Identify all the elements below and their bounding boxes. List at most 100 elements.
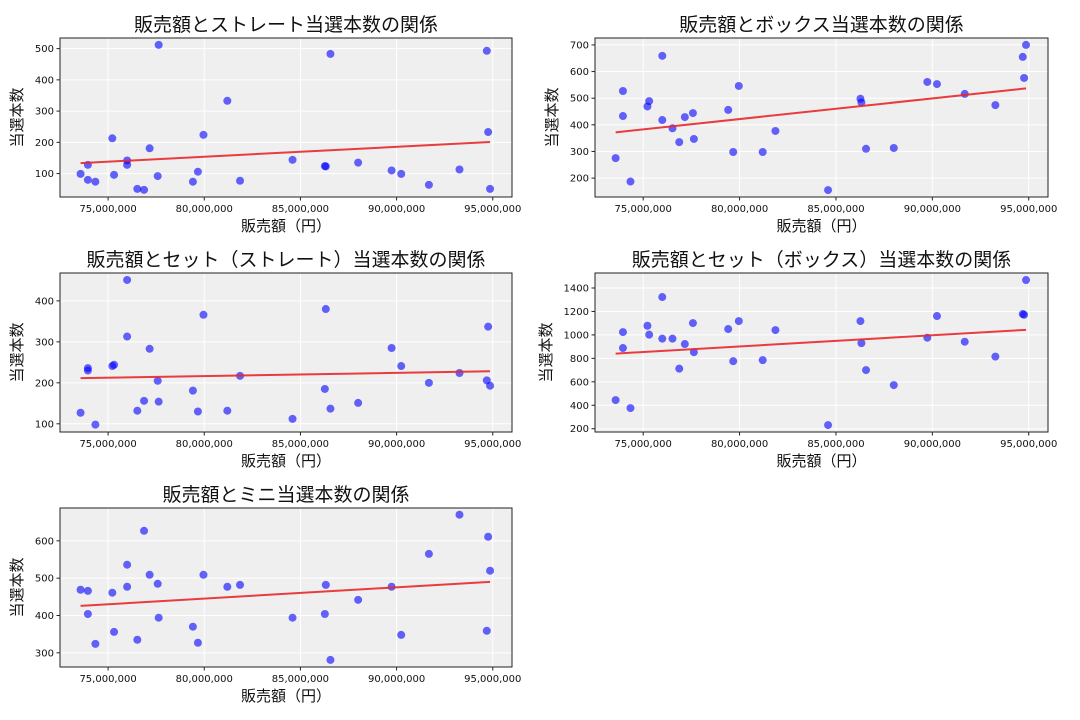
- x-tick-label: 85,000,000: [272, 674, 329, 685]
- y-tick-label: 800: [570, 354, 589, 365]
- trendline: [80, 580, 491, 607]
- data-point: [862, 144, 871, 153]
- data-point: [397, 169, 406, 178]
- data-point: [188, 386, 197, 395]
- x-tick-label: 75,000,000: [79, 204, 136, 215]
- data-point: [154, 613, 163, 622]
- data-point: [193, 407, 202, 416]
- x-tick-label: 85,000,000: [272, 439, 329, 450]
- data-point: [123, 332, 132, 341]
- x-tick-label: 95,000,000: [1000, 204, 1057, 215]
- x-tick-label: 75,000,000: [615, 439, 672, 450]
- data-point: [857, 339, 866, 348]
- data-point: [758, 356, 767, 365]
- x-tick-label: 90,000,000: [904, 439, 961, 450]
- data-point: [758, 147, 767, 156]
- data-point: [321, 162, 330, 171]
- plot-frame: [59, 507, 513, 668]
- data-point: [1020, 310, 1029, 319]
- data-point: [991, 101, 1000, 110]
- data-point: [824, 186, 833, 195]
- data-point: [734, 317, 743, 326]
- data-point: [484, 128, 493, 137]
- y-axis-label: 当選本数: [8, 322, 26, 382]
- data-point: [110, 170, 119, 179]
- data-point: [1022, 40, 1031, 49]
- trendline: [80, 370, 491, 380]
- x-tick-label: 85,000,000: [807, 204, 864, 215]
- data-point: [354, 595, 363, 604]
- data-point: [689, 134, 698, 143]
- data-point: [991, 352, 1000, 361]
- chart-title: 販売額とミニ当選本数の関係: [162, 484, 409, 506]
- data-point: [618, 112, 627, 121]
- data-point: [397, 630, 406, 639]
- y-axis-label: 当選本数: [537, 322, 555, 382]
- x-tick-label: 75,000,000: [79, 674, 136, 685]
- data-point: [645, 330, 654, 339]
- data-point: [729, 147, 738, 156]
- y-tick-label: 600: [570, 377, 589, 388]
- data-point: [140, 396, 149, 405]
- trendline: [615, 328, 1027, 355]
- y-tick-label: 400: [570, 401, 589, 412]
- data-point: [618, 87, 627, 95]
- data-point: [923, 77, 932, 86]
- data-point: [320, 384, 329, 393]
- y-tick-label: 300: [35, 337, 54, 348]
- data-point: [354, 398, 363, 407]
- data-point: [618, 328, 627, 337]
- data-point: [486, 184, 495, 193]
- data-point: [658, 51, 667, 60]
- x-tick-label: 80,000,000: [176, 204, 233, 215]
- data-point: [1022, 276, 1031, 285]
- data-point: [83, 366, 92, 375]
- data-point: [680, 340, 689, 349]
- data-point: [1018, 52, 1027, 61]
- data-point: [960, 337, 969, 346]
- data-point: [133, 635, 142, 644]
- data-point: [857, 98, 866, 107]
- data-point: [153, 376, 162, 385]
- data-point: [824, 421, 833, 430]
- data-point: [626, 404, 635, 413]
- data-point: [223, 96, 232, 105]
- data-point: [486, 381, 495, 390]
- data-point: [288, 613, 297, 622]
- subplot-2: 75,000,000 80,000,000 85,000,000 90,000,000…: [543, 14, 1057, 235]
- data-point: [688, 109, 697, 118]
- data-point: [668, 334, 677, 343]
- data-point: [123, 160, 132, 169]
- data-point: [199, 310, 208, 319]
- data-point: [145, 344, 154, 353]
- plot-area: [60, 38, 512, 197]
- x-tick-label: 80,000,000: [176, 674, 233, 685]
- chart-title: 販売額とストレート当選本数の関係: [134, 14, 438, 36]
- y-tick-label: 300: [35, 648, 54, 659]
- x-tick-label: 95,000,000: [464, 674, 521, 685]
- y-tick-label: 400: [35, 75, 54, 86]
- x-tick-label: 90,000,000: [368, 439, 425, 450]
- data-point: [889, 143, 898, 152]
- data-point: [675, 364, 684, 373]
- data-point: [645, 97, 654, 106]
- data-point: [771, 326, 780, 335]
- data-point: [110, 360, 119, 369]
- x-tick-label: 75,000,000: [615, 204, 672, 215]
- data-point: [889, 381, 898, 390]
- data-point: [321, 580, 330, 589]
- data-point: [153, 579, 162, 588]
- data-point: [484, 322, 493, 331]
- x-axis-label: 販売額（円）: [241, 452, 331, 470]
- y-axis-label: 当選本数: [8, 87, 26, 147]
- plot-area: [595, 38, 1048, 197]
- data-point: [729, 357, 738, 366]
- y-tick-label: 700: [570, 40, 589, 51]
- data-point: [484, 532, 493, 541]
- data-point: [154, 40, 163, 49]
- y-tick-label: 100: [35, 169, 54, 180]
- data-point: [83, 175, 92, 184]
- data-point: [188, 622, 197, 631]
- data-point: [424, 549, 433, 558]
- y-tick-label: 1400: [564, 284, 589, 295]
